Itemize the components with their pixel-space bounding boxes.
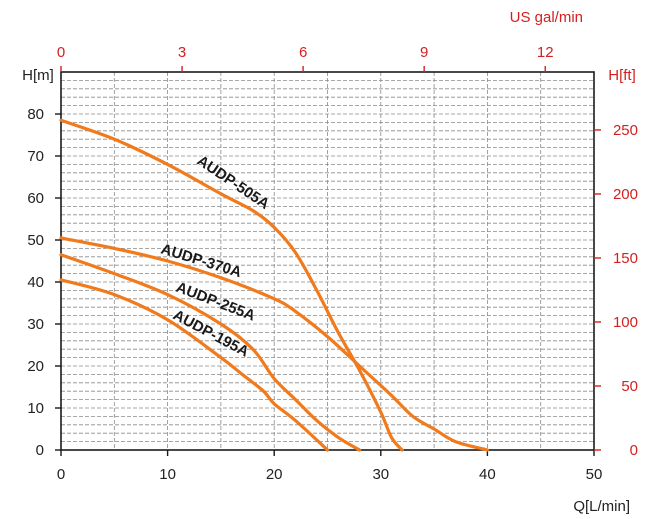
left-tick-label: 70 [27, 148, 44, 165]
left-axis-title: H[m] [22, 67, 54, 84]
labels: 0 10 20 30 40 50 60 70 80 0 10 20 30 40 50 0 3 6 9 12 0 50 100… [27, 44, 638, 483]
right-axis-title: H[ft] [608, 67, 636, 84]
left-tick-label: 0 [36, 442, 44, 459]
left-tick-label: 30 [27, 316, 44, 333]
right-tick-label: 150 [613, 250, 638, 267]
bottom-tick-label: 0 [57, 466, 65, 483]
curve-label-audp-505a: AUDP-505A [194, 152, 273, 213]
top-tick-label: 0 [57, 44, 65, 61]
bottom-tick-label: 20 [266, 466, 283, 483]
right-tick-label: 50 [621, 378, 638, 395]
right-tick-label: 250 [613, 122, 638, 139]
right-tick-label: 200 [613, 186, 638, 203]
top-tick-label: 9 [420, 44, 428, 61]
left-tick-label: 40 [27, 274, 44, 291]
bottom-tick-label: 40 [479, 466, 496, 483]
bottom-axis-title: Q[L/min] [573, 498, 630, 515]
curves [59, 118, 489, 452]
bottom-tick-label: 30 [372, 466, 389, 483]
grid [61, 72, 594, 450]
bottom-tick-label: 50 [586, 466, 603, 483]
top-axis-title: US gal/min [510, 9, 583, 26]
left-tick-label: 60 [27, 190, 44, 207]
right-tick-label: 100 [613, 314, 638, 331]
top-tick-label: 6 [299, 44, 307, 61]
curve-audp-195a [59, 278, 330, 452]
curve-audp-255a [59, 253, 362, 452]
top-tick-label: 3 [178, 44, 186, 61]
right-tick-label: 0 [630, 442, 638, 459]
bottom-tick-label: 10 [159, 466, 176, 483]
axis-ticks [55, 66, 601, 456]
left-tick-label: 20 [27, 358, 44, 375]
left-tick-label: 10 [27, 400, 44, 417]
curve-audp-370a [59, 236, 489, 452]
left-tick-label: 50 [27, 232, 44, 249]
top-tick-label: 12 [537, 44, 554, 61]
left-tick-label: 80 [27, 106, 44, 123]
curve-audp-505a [59, 118, 404, 452]
